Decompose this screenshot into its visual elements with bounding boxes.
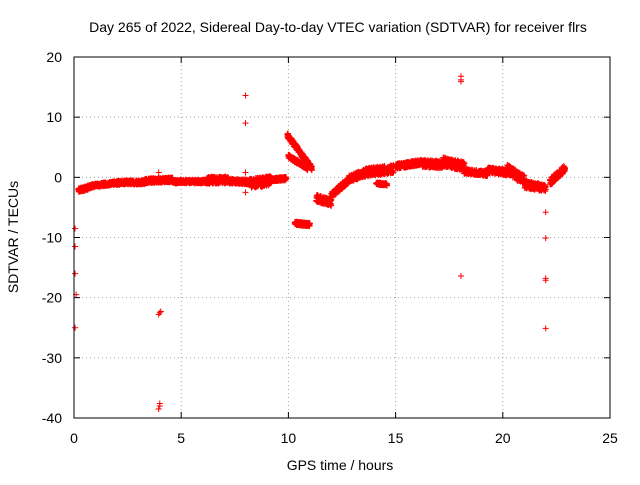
y-tick-label: 20 — [46, 49, 62, 65]
data-point — [155, 169, 162, 176]
y-tick-label: -30 — [42, 350, 62, 366]
y-tick-label: -10 — [42, 230, 62, 246]
y-tick-label: -40 — [42, 410, 62, 426]
x-tick-label: 15 — [388, 430, 404, 446]
data-point — [461, 160, 468, 167]
data-point — [283, 176, 290, 183]
y-axis-label: SDTVAR / TECUs — [5, 181, 21, 293]
chart-title: Day 265 of 2022, Sidereal Day-to-day VTE… — [89, 19, 587, 35]
x-tick-label: 25 — [602, 430, 618, 446]
data-point — [390, 169, 397, 176]
axis-ticks: 0 5 10 15 20 25 -40 -30 -20 -10 0 10 20 — [42, 49, 618, 446]
data-point — [242, 189, 249, 196]
data-point — [542, 325, 549, 332]
data-point — [306, 220, 313, 227]
data-point — [304, 166, 311, 173]
data-point — [72, 225, 79, 232]
x-axis-label: GPS time / hours — [287, 457, 394, 473]
data-point — [155, 405, 162, 412]
data-point — [542, 209, 549, 216]
data-point — [72, 324, 79, 331]
x-tick-label: 5 — [177, 430, 185, 446]
data-point — [242, 120, 249, 127]
data-point — [383, 182, 390, 189]
y-tick-label: 0 — [54, 169, 62, 185]
data-point — [72, 243, 79, 250]
y-tick-label: 10 — [46, 109, 62, 125]
y-tick-label: -20 — [42, 290, 62, 306]
grid-lines — [74, 57, 610, 418]
data-point — [457, 273, 464, 280]
data-point — [328, 202, 335, 209]
data-point — [242, 169, 249, 176]
data-point — [542, 235, 549, 242]
x-tick-label: 10 — [281, 430, 297, 446]
x-tick-label: 20 — [495, 430, 511, 446]
data-points — [72, 73, 568, 412]
data-point — [542, 186, 549, 193]
x-tick-label: 0 — [70, 430, 78, 446]
data-point — [72, 270, 79, 277]
data-point — [242, 92, 249, 99]
